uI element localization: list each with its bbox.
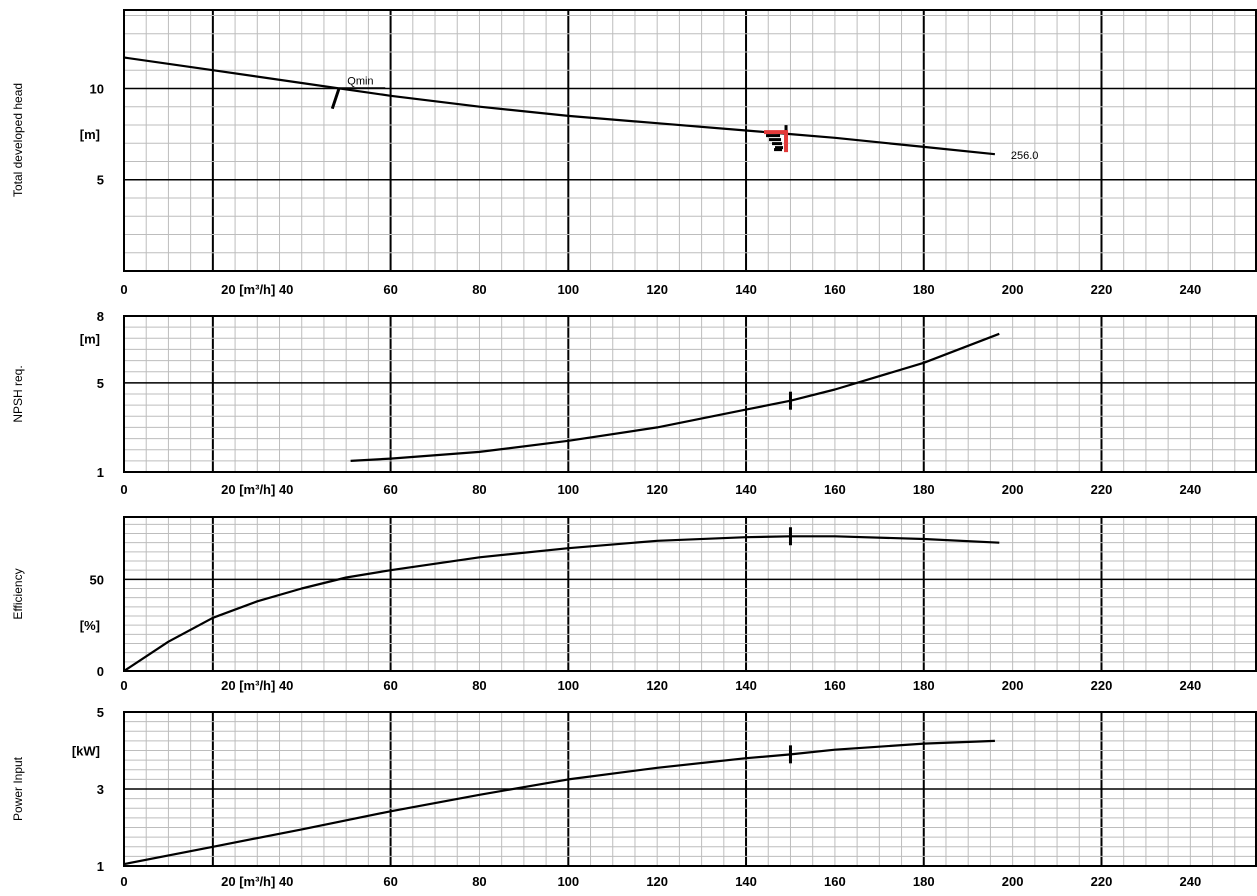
qmin-marker: [330, 87, 341, 110]
y-unit-label: [m]: [80, 331, 100, 346]
x-tick-label: 220: [1091, 678, 1113, 693]
qmin-label: Qmin: [347, 76, 373, 88]
x-tick-label: 240: [1180, 678, 1202, 693]
x-tick-label: 240: [1180, 282, 1202, 297]
chart-panel-1: 10 5 [m] Total developed head 0 20 [m³/h] 40 6…: [11, 9, 1257, 297]
x-tick-label: 160: [824, 874, 846, 889]
x-tick-label: 20 [m³/h] 40: [221, 282, 293, 297]
performance-curve: [123, 739, 995, 866]
x-tick-label: 160: [824, 282, 846, 297]
chart-panel-4: 5 3 1 [kW] Power Input 0 20 [m³/h] 40 60 80 100 12…: [11, 705, 1257, 889]
x-tick-label: 120: [646, 678, 668, 693]
plot-frame: [123, 711, 1257, 867]
x-tick-label: 100: [557, 282, 579, 297]
x-tick-label: 20 [m³/h] 40: [221, 678, 293, 693]
x-tick-label: 140: [735, 678, 757, 693]
plot-frame: [123, 9, 1257, 272]
x-tick-label: 0: [120, 282, 127, 297]
y-axis-title: Power Input: [11, 756, 25, 821]
x-tick-label: 80: [472, 874, 486, 889]
x-tick-label: 180: [913, 874, 935, 889]
y-tick-label: 1: [97, 859, 104, 874]
performance-curve: [350, 332, 1000, 462]
y-tick-label: 1: [97, 465, 104, 480]
x-tick-label: 200: [1002, 282, 1024, 297]
chart-panel-3: 50 0 [%] Efficiency 0 20 [m³/h] 40 60 80 100 120 1…: [11, 516, 1257, 693]
y-tick-label: 5: [97, 705, 104, 720]
x-tick-label: 80: [472, 678, 486, 693]
x-tick-label: 160: [824, 482, 846, 497]
y-tick-label: 5: [97, 173, 104, 188]
x-tick-label: 200: [1002, 482, 1024, 497]
x-tick-label: 220: [1091, 482, 1113, 497]
x-tick-label: 60: [383, 482, 397, 497]
y-unit-label: [%]: [80, 618, 100, 633]
y-tick-label: 5: [97, 376, 104, 391]
y-axis-title: Efficiency: [11, 568, 25, 619]
y-tick-label: 0: [97, 664, 104, 679]
y-unit-label: [kW]: [72, 744, 100, 759]
y-tick-label: 50: [90, 572, 104, 587]
x-tick-label: 100: [557, 874, 579, 889]
x-tick-label: 180: [913, 282, 935, 297]
x-tick-label: 200: [1002, 874, 1024, 889]
x-tick-label: 240: [1180, 482, 1202, 497]
x-tick-label: 200: [1002, 678, 1024, 693]
y-axis-title: NPSH req.: [11, 365, 25, 422]
y-unit-label: [m]: [80, 127, 100, 142]
performance-curve: [123, 56, 996, 156]
x-tick-label: 120: [646, 482, 668, 497]
x-tick-label: 140: [735, 282, 757, 297]
x-tick-label: 20 [m³/h] 40: [221, 482, 293, 497]
x-tick-label: 0: [120, 678, 127, 693]
x-tick-label: 180: [913, 482, 935, 497]
x-tick-label: 140: [735, 874, 757, 889]
y-tick-label: 8: [97, 309, 104, 324]
plot-frame: [123, 315, 1257, 473]
x-tick-label: 60: [383, 678, 397, 693]
x-tick-label: 100: [557, 482, 579, 497]
x-tick-label: 140: [735, 482, 757, 497]
x-tick-label: 160: [824, 678, 846, 693]
performance-curve: [123, 535, 1000, 672]
y-axis-title: Total developed head: [11, 83, 25, 197]
x-tick-label: 60: [383, 874, 397, 889]
chart-panel-2: 8 5 1 [m] NPSH req. 0 20 [m³/h] 40 60 80 100 120 14…: [11, 309, 1257, 497]
x-tick-label: 120: [646, 282, 668, 297]
x-tick-label: 80: [472, 282, 486, 297]
x-tick-label: 240: [1180, 874, 1202, 889]
x-tick-label: 0: [120, 874, 127, 889]
duty-point-symbol: [764, 130, 789, 153]
impeller-diameter-label: 256.0: [1011, 150, 1039, 162]
x-tick-label: 180: [913, 678, 935, 693]
x-tick-label: 120: [646, 874, 668, 889]
x-tick-label: 60: [383, 282, 397, 297]
x-tick-label: 80: [472, 482, 486, 497]
y-tick-label: 3: [97, 782, 104, 797]
y-tick-label: 10: [90, 81, 104, 96]
plot-frame: [123, 516, 1257, 672]
x-tick-label: 220: [1091, 874, 1113, 889]
x-tick-label: 20 [m³/h] 40: [221, 874, 293, 889]
x-tick-label: 100: [557, 678, 579, 693]
x-tick-label: 220: [1091, 282, 1113, 297]
x-tick-label: 0: [120, 482, 127, 497]
